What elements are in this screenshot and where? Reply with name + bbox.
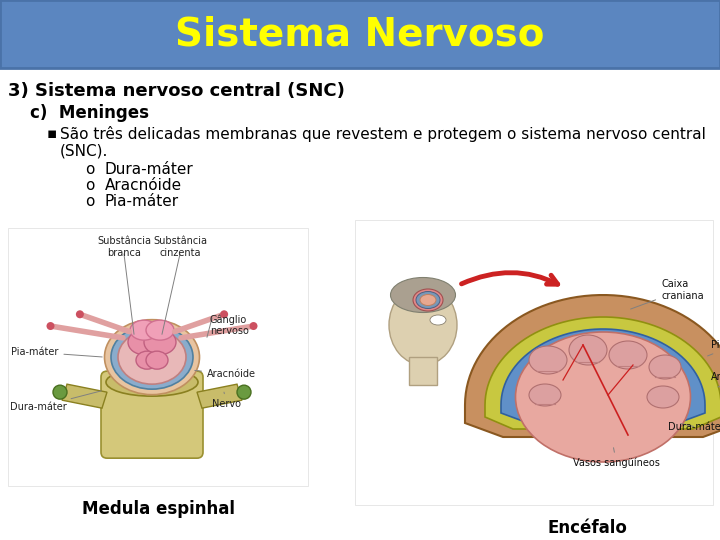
Text: Dura-máter: Dura-máter bbox=[105, 162, 194, 177]
Circle shape bbox=[47, 322, 55, 330]
Ellipse shape bbox=[144, 329, 176, 355]
Text: Sistema Nervoso: Sistema Nervoso bbox=[175, 15, 545, 53]
Ellipse shape bbox=[136, 351, 158, 369]
Text: 3) Sistema nervoso central (SNC): 3) Sistema nervoso central (SNC) bbox=[8, 82, 345, 100]
Polygon shape bbox=[501, 329, 705, 423]
Polygon shape bbox=[465, 295, 720, 437]
Ellipse shape bbox=[647, 386, 679, 408]
Ellipse shape bbox=[416, 292, 440, 308]
Text: Aracnóide: Aracnóide bbox=[711, 372, 720, 387]
FancyBboxPatch shape bbox=[0, 0, 720, 68]
Ellipse shape bbox=[390, 278, 456, 313]
Text: Pia-máter: Pia-máter bbox=[11, 347, 102, 357]
Text: o: o bbox=[85, 162, 95, 177]
Text: Medula espinhal: Medula espinhal bbox=[81, 500, 235, 518]
Ellipse shape bbox=[146, 351, 168, 369]
Text: Nervo: Nervo bbox=[212, 392, 241, 409]
FancyBboxPatch shape bbox=[101, 371, 203, 458]
Circle shape bbox=[220, 310, 228, 318]
Ellipse shape bbox=[516, 332, 690, 462]
Text: Aracnóide: Aracnóide bbox=[105, 178, 182, 193]
Text: Encéfalo: Encéfalo bbox=[548, 519, 628, 537]
Polygon shape bbox=[62, 384, 107, 408]
Ellipse shape bbox=[146, 320, 174, 340]
Ellipse shape bbox=[118, 330, 186, 384]
Text: Vasos sangüíneos: Vasos sangüíneos bbox=[573, 448, 660, 468]
Ellipse shape bbox=[529, 384, 561, 406]
Polygon shape bbox=[197, 384, 242, 408]
Text: São três delicadas membranas que revestem e protegem o sistema nervoso central: São três delicadas membranas que reveste… bbox=[60, 126, 706, 142]
Text: o: o bbox=[85, 194, 95, 209]
Ellipse shape bbox=[529, 346, 567, 374]
Circle shape bbox=[250, 322, 258, 330]
Text: Aracnóide: Aracnóide bbox=[195, 369, 256, 379]
Text: Dura-máter: Dura-máter bbox=[668, 422, 720, 432]
Ellipse shape bbox=[649, 355, 681, 379]
FancyBboxPatch shape bbox=[8, 228, 308, 486]
Text: Gânglio
nervoso: Gânglio nervoso bbox=[210, 314, 249, 336]
Circle shape bbox=[76, 310, 84, 318]
FancyBboxPatch shape bbox=[409, 357, 437, 385]
Ellipse shape bbox=[420, 294, 436, 306]
Text: ▪: ▪ bbox=[47, 126, 58, 141]
Ellipse shape bbox=[413, 289, 443, 311]
Ellipse shape bbox=[106, 368, 198, 396]
Ellipse shape bbox=[430, 315, 446, 325]
Text: Dura-máter: Dura-máter bbox=[10, 391, 102, 412]
Ellipse shape bbox=[569, 335, 607, 365]
Text: Caixa
craniana: Caixa craniana bbox=[631, 279, 703, 309]
Text: c)  Meninges: c) Meninges bbox=[30, 104, 149, 122]
Text: o: o bbox=[85, 178, 95, 193]
Text: Pia-máter: Pia-máter bbox=[105, 194, 179, 209]
Circle shape bbox=[53, 385, 67, 399]
Ellipse shape bbox=[128, 329, 160, 355]
FancyBboxPatch shape bbox=[355, 220, 713, 505]
Ellipse shape bbox=[389, 285, 457, 365]
Ellipse shape bbox=[130, 320, 158, 340]
Ellipse shape bbox=[111, 325, 193, 389]
Text: Substância
cinzenta: Substância cinzenta bbox=[153, 236, 207, 258]
Text: Substância
branca: Substância branca bbox=[97, 236, 151, 258]
Text: Pia-máter: Pia-máter bbox=[708, 340, 720, 356]
Polygon shape bbox=[485, 317, 720, 429]
Ellipse shape bbox=[104, 320, 199, 395]
Circle shape bbox=[237, 385, 251, 399]
Ellipse shape bbox=[609, 341, 647, 369]
Text: (SNC).: (SNC). bbox=[60, 143, 109, 158]
